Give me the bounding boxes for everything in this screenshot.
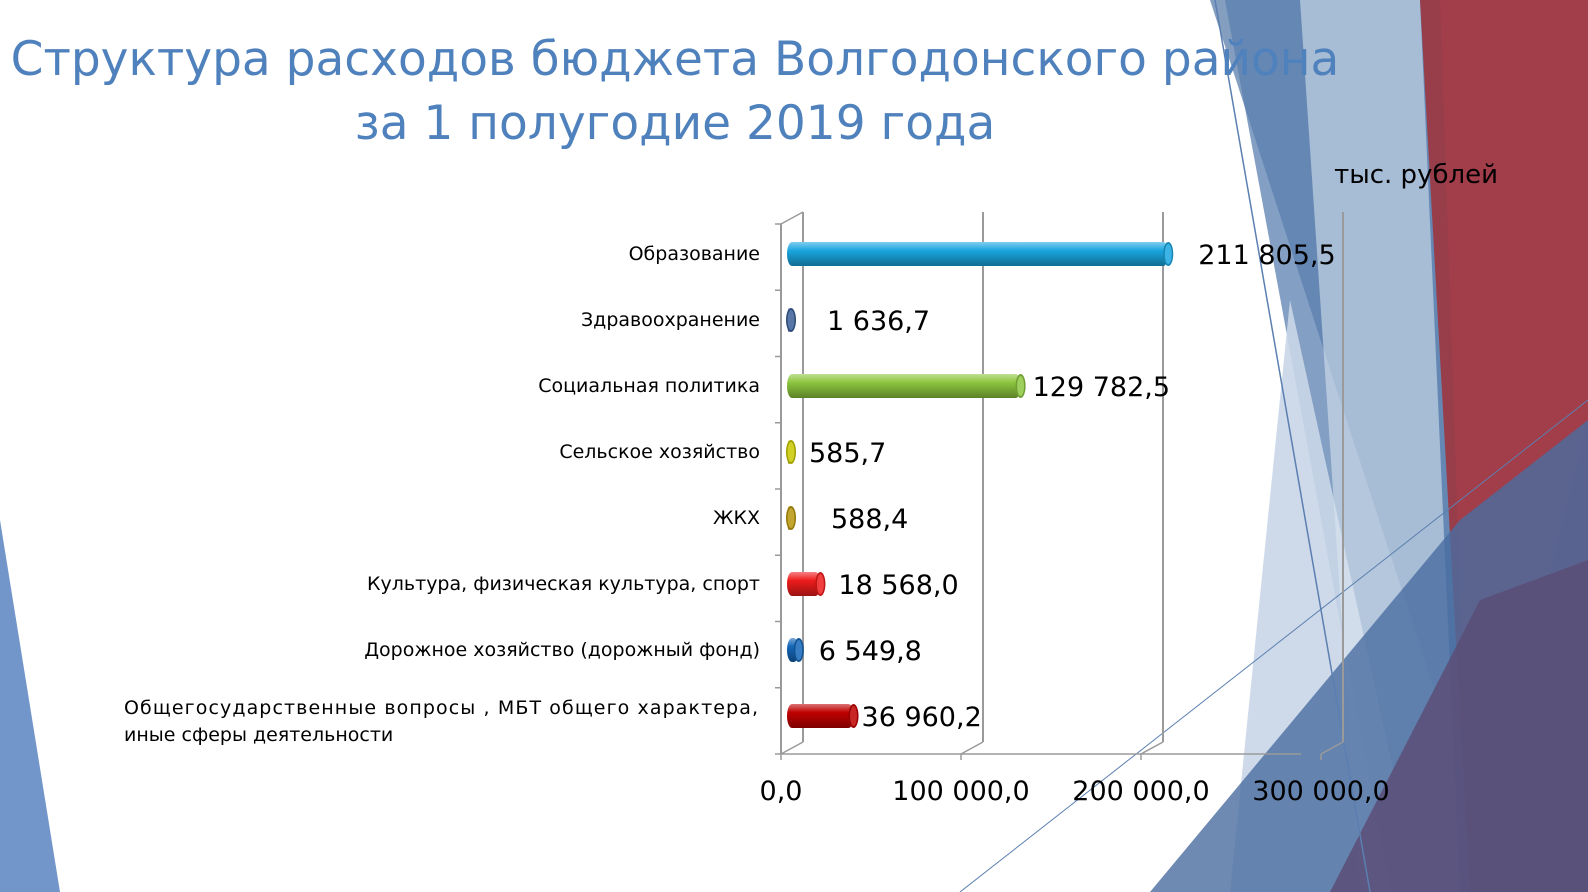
chart-bars — [786, 242, 1174, 728]
x-tick-label: 0,0 — [760, 776, 803, 807]
x-tick-label: 100 000,0 — [892, 776, 1029, 807]
category-label: Здравоохранение — [581, 309, 760, 331]
data-label: 211 805,5 — [1198, 240, 1335, 271]
bar-cap-face — [1164, 244, 1172, 264]
category-label: Культура, физическая культура, спорт — [367, 573, 760, 595]
category-label: Дорожное хозяйство (дорожный фонд) — [364, 639, 760, 661]
x-tick-labels: 0,0 100 000,0 200 000,0 300 000,0 — [760, 776, 1390, 807]
category-label: ЖКХ — [713, 507, 760, 529]
category-label: иные сферы деятельности — [124, 724, 393, 746]
bar — [787, 242, 1174, 266]
bar-cap-face — [850, 706, 858, 726]
data-label: 36 960,2 — [862, 702, 982, 733]
bar — [787, 638, 804, 662]
bar-cap-face — [787, 442, 795, 462]
axis-depth-line — [780, 211, 804, 225]
grid-floor-line — [1320, 741, 1344, 755]
chart-title: Структура расходов бюджета Волгодонского… — [0, 28, 1350, 156]
category-label: Сельское хозяйство — [559, 441, 760, 463]
x-tick-label: 300 000,0 — [1252, 776, 1389, 807]
bar — [787, 704, 859, 728]
bar — [786, 308, 796, 332]
category-label: Общегосударственные вопросы , МБТ общего… — [124, 697, 758, 719]
bar — [786, 440, 796, 464]
grid-floor-line — [1140, 741, 1164, 755]
bar — [786, 506, 796, 530]
category-label: Образование — [629, 243, 760, 265]
bar — [787, 374, 1026, 398]
data-label: 18 568,0 — [838, 570, 958, 601]
bar-cap-face — [795, 640, 803, 660]
grid-floor-line — [960, 741, 984, 755]
category-label: Социальная политика — [538, 375, 760, 397]
bar-body — [787, 704, 854, 728]
bar-cap-face — [816, 574, 824, 594]
bar-body — [787, 572, 821, 596]
data-label: 6 549,8 — [819, 636, 922, 667]
data-label: 129 782,5 — [1033, 372, 1170, 403]
bar-body — [787, 374, 1021, 398]
category-labels: Образование Здравоохранение Социальная пол… — [124, 243, 760, 746]
units-label: тыс. рублей — [1334, 160, 1498, 190]
bar-cap-face — [787, 508, 795, 528]
bar-cap-face — [1017, 376, 1025, 396]
bar — [787, 572, 826, 596]
data-label: 585,7 — [809, 438, 886, 469]
title-line-1: Структура расходов бюджета Волгодонского… — [10, 32, 1340, 87]
bar-cap-face — [787, 310, 795, 330]
x-tick-label: 200 000,0 — [1072, 776, 1209, 807]
chart-grid — [775, 211, 1344, 760]
data-labels: 211 805,5 1 636,7 129 782,5 585,7 588,4 18 56… — [809, 240, 1336, 733]
title-line-2: за 1 полугодие 2019 года — [354, 96, 996, 151]
bar-body — [787, 242, 1169, 266]
data-label: 1 636,7 — [827, 306, 930, 337]
data-label: 588,4 — [831, 504, 908, 535]
grid-floor-line — [780, 741, 804, 755]
